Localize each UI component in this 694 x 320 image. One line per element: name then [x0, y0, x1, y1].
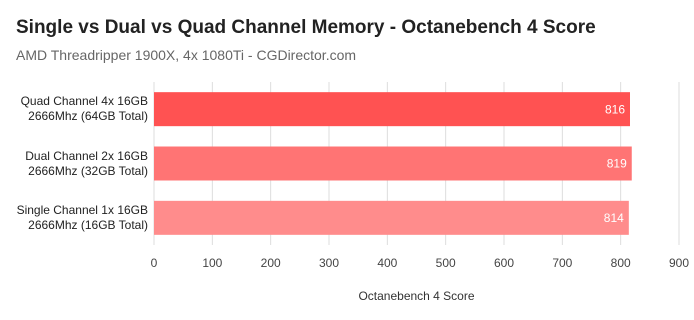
bar: [154, 92, 630, 127]
x-tick-label: 600: [494, 256, 514, 270]
chart-title: Single vs Dual vs Quad Channel Memory - …: [16, 17, 596, 38]
bar: [154, 200, 629, 235]
x-tick-label: 400: [377, 256, 397, 270]
x-tick-label: 500: [436, 256, 456, 270]
x-tick-label: 100: [202, 256, 222, 270]
x-tick-label: 800: [611, 256, 631, 270]
x-tick-label: 0: [151, 256, 158, 270]
x-axis-title: Octanebench 4 Score: [358, 289, 475, 303]
bar: [154, 146, 632, 181]
x-tick-label: 900: [669, 256, 689, 270]
chart-subtitle: AMD Threadripper 1900X, 4x 1080Ti - CGDi…: [16, 47, 357, 63]
x-tick-label: 200: [261, 256, 281, 270]
value-label: 814: [604, 211, 624, 225]
value-label: 816: [605, 102, 625, 116]
x-tick-label: 300: [319, 256, 339, 270]
x-tick-label: 700: [552, 256, 572, 270]
y-tick-label: Quad Channel 4x 16GB 2666Mhz (64GB Total…: [20, 94, 148, 124]
y-tick-label: Dual Channel 2x 16GB 2666Mhz (32GB Total…: [25, 148, 148, 178]
value-label: 819: [607, 157, 627, 171]
y-tick-label: Single Channel 1x 16GB 2666Mhz (16GB Tot…: [16, 202, 148, 232]
